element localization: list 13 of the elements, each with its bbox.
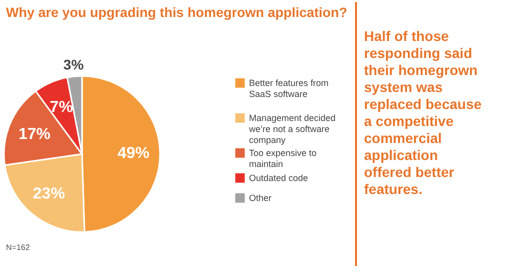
legend-label: Outdated code — [249, 173, 308, 183]
legend-label: Management decided we’re not a software company — [248, 113, 336, 145]
legend-label: Too expensive to maintain — [249, 148, 317, 169]
chart-title: Why are you upgrading this homegrown application? — [6, 5, 348, 20]
data-label: 7% — [50, 98, 73, 116]
data-label: 23% — [32, 185, 65, 202]
legend-label: Better features from SaaS software — [249, 78, 329, 99]
text: N=162 — [6, 243, 30, 252]
text: Half of those responding said their homegrown system was replaced because a competitive commercial application offered better features. — [364, 28, 482, 197]
legend-label: Other — [249, 193, 272, 203]
data-label: 49% — [117, 145, 150, 162]
data-label: 3% — [63, 56, 84, 72]
data-label: 17% — [18, 126, 51, 144]
